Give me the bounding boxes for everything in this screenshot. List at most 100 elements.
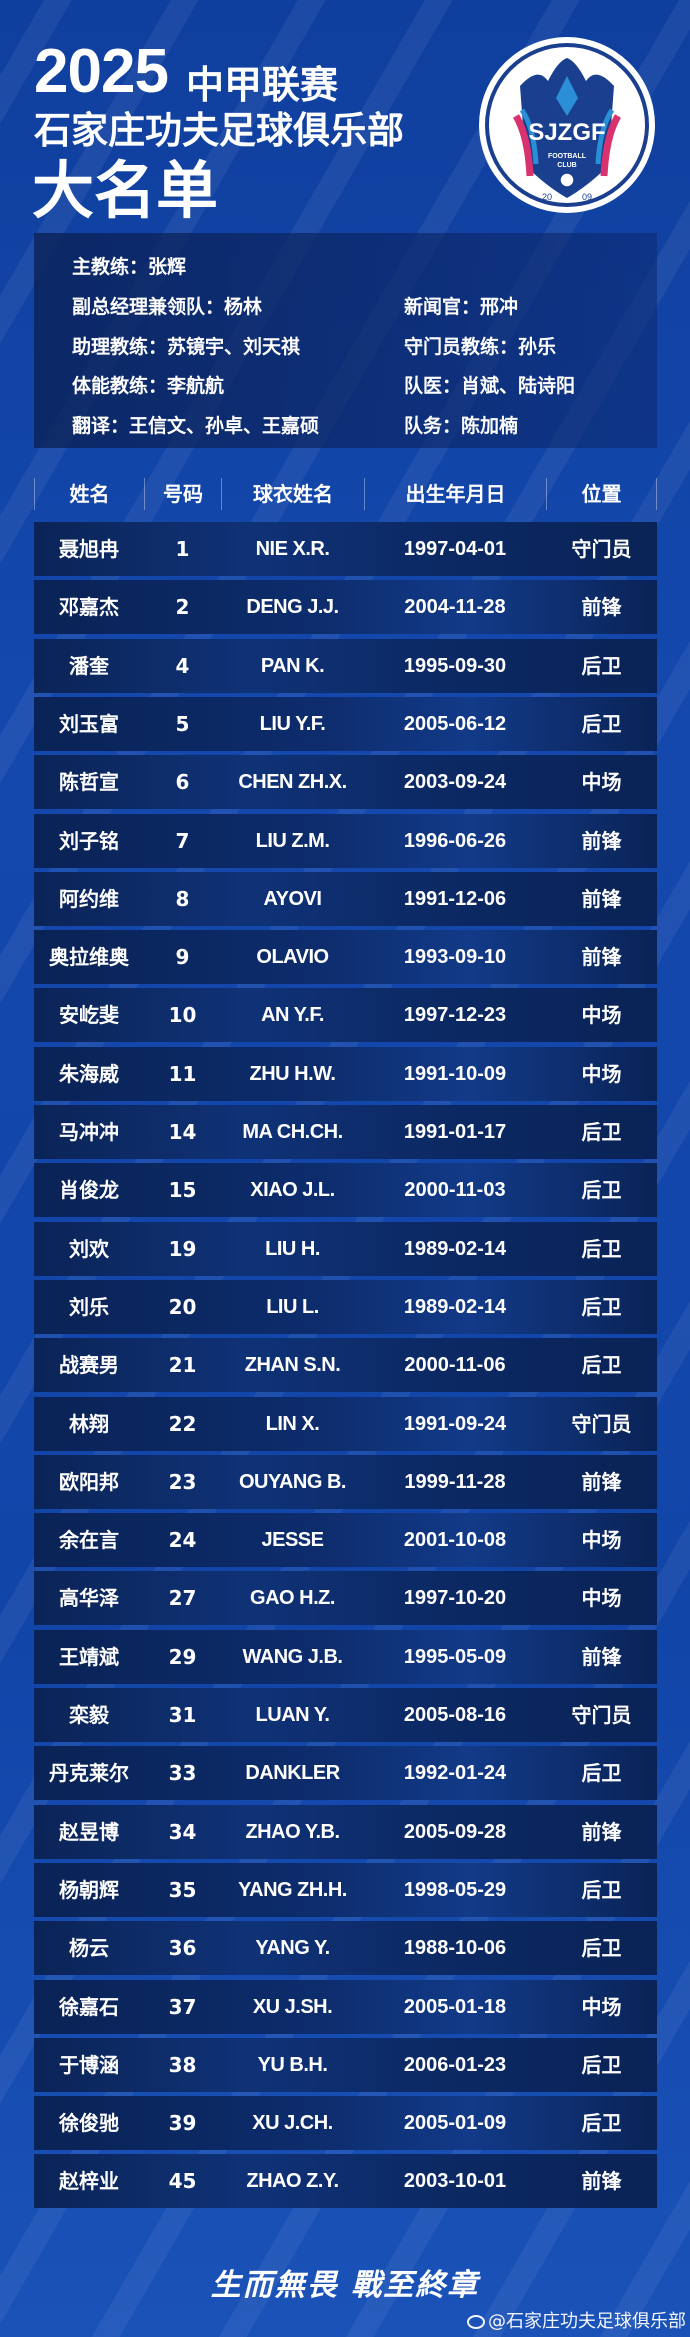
table-row: 欧阳邦 23 OUYANG B. 1999-11-28 前锋 <box>34 1454 657 1509</box>
svg-text:20: 20 <box>542 192 552 202</box>
position: 前锋 <box>581 1469 622 1494</box>
table-row: 聂旭冉 1 NIE X.R. 1997-04-01 守门员 <box>34 522 657 576</box>
jersey-name: XU J.CH. <box>252 2112 333 2135</box>
player-number: 22 <box>168 1411 197 1436</box>
position: 中场 <box>581 1994 622 2019</box>
position: 后卫 <box>581 1120 622 1144</box>
column-header-birthdate: 出生年月日 <box>364 478 546 510</box>
player-name: 聂旭冉 <box>59 537 119 561</box>
jersey-name: LIU H. <box>265 1237 320 1260</box>
svg-text:CLUB: CLUB <box>557 162 576 169</box>
table-row: 赵梓业 45 ZHAO Z.Y. 2003-10-01 前锋 <box>34 2154 657 2209</box>
player-number: 11 <box>168 1061 197 1086</box>
player-number: 31 <box>168 1703 197 1727</box>
birth-date: 1991-09-24 <box>403 1412 507 1435</box>
position: 前锋 <box>581 595 622 620</box>
player-number: 39 <box>168 2111 197 2136</box>
press-officer: 新闻官：邢冲 <box>404 296 519 318</box>
club-logo: SJZGF FOOTBALL CLUB 20 09 <box>479 37 655 213</box>
player-name: 于博涵 <box>59 2052 119 2077</box>
jersey-name: OLAVIO <box>256 946 329 969</box>
position: 后卫 <box>581 1236 622 1261</box>
birth-date: 1995-09-30 <box>403 654 507 677</box>
player-number: 8 <box>175 886 190 911</box>
jersey-name: DENG J.J. <box>246 596 339 619</box>
player-name: 肖俊龙 <box>59 1178 119 1203</box>
player-number: 5 <box>175 711 190 736</box>
birth-date: 2005-01-09 <box>403 2112 507 2135</box>
column-header-position: 位置 <box>546 478 657 510</box>
birth-date: 2005-09-28 <box>403 1820 507 1843</box>
birth-date: 1997-12-23 <box>403 1004 507 1027</box>
player-name: 奥拉维奥 <box>49 945 129 970</box>
player-name: 余在言 <box>59 1528 119 1553</box>
position: 后卫 <box>581 2052 622 2077</box>
player-name: 马冲冲 <box>59 1120 119 1144</box>
player-number: 23 <box>168 1469 197 1494</box>
player-name: 栾毅 <box>69 1703 109 1727</box>
birth-date: 1997-04-01 <box>403 538 507 560</box>
position: 后卫 <box>581 1877 622 1902</box>
birth-date: 1998-05-29 <box>403 1878 507 1901</box>
jersey-name: ZHAN S.N. <box>244 1354 341 1377</box>
position: 中场 <box>581 1586 622 1611</box>
player-name: 安屹斐 <box>59 1003 119 1028</box>
player-number: 10 <box>168 1003 197 1028</box>
goalkeeper-coach: 守门员教练：孙乐 <box>404 336 557 358</box>
jersey-name: LUAN Y. <box>255 1704 330 1726</box>
jersey-name: AN Y.F. <box>261 1004 324 1027</box>
player-number: 1 <box>175 537 190 561</box>
position: 后卫 <box>581 711 622 736</box>
table-row: 刘欢 19 LIU H. 1989-02-14 后卫 <box>34 1221 657 1276</box>
jersey-name: LIU L. <box>266 1295 319 1318</box>
position: 守门员 <box>571 1411 632 1436</box>
birth-date: 1995-05-09 <box>403 1645 507 1668</box>
table-row: 杨云 36 YANG Y. 1988-10-06 后卫 <box>34 1921 657 1976</box>
birth-date: 1989-02-14 <box>403 1237 507 1260</box>
year-heading: 2025 <box>34 37 169 106</box>
birth-date: 1996-06-26 <box>403 829 507 852</box>
table-row: 奥拉维奥 9 OLAVIO 1993-09-10 前锋 <box>34 930 657 985</box>
position: 守门员 <box>571 1703 632 1727</box>
birth-date: 2005-06-12 <box>403 712 507 735</box>
player-name: 邓嘉杰 <box>59 595 119 620</box>
table-row: 陈哲宣 6 CHEN ZH.X. 2003-09-24 中场 <box>34 755 657 810</box>
position: 中场 <box>581 770 622 795</box>
table-row: 潘奎 4 PAN K. 1995-09-30 后卫 <box>34 638 657 693</box>
player-number: 19 <box>168 1236 197 1261</box>
player-number: 20 <box>168 1294 197 1319</box>
jersey-name: YU B.H. <box>257 2053 328 2076</box>
weibo-icon <box>467 2315 485 2329</box>
jersey-name: WANG J.B. <box>242 1645 343 1668</box>
table-row: 赵昱博 34 ZHAO Y.B. 2005-09-28 前锋 <box>34 1804 657 1859</box>
watermark: @石家庄功夫足球俱乐部 <box>467 2307 686 2333</box>
player-number: 38 <box>168 2052 197 2077</box>
jersey-name: CHEN ZH.X. <box>238 771 347 794</box>
jersey-name: ZHAO Z.Y. <box>246 2170 339 2193</box>
birth-date: 2003-10-01 <box>403 2170 507 2193</box>
position: 前锋 <box>581 945 622 970</box>
birth-date: 1991-01-17 <box>403 1121 507 1143</box>
jersey-name: LIU Z.M. <box>255 829 330 852</box>
table-row: 栾毅 31 LUAN Y. 2005-08-16 守门员 <box>34 1688 657 1742</box>
jersey-name: JESSE <box>261 1529 324 1552</box>
fitness-coach: 体能教练：李航航 <box>72 375 225 397</box>
table-row: 余在言 24 JESSE 2001-10-08 中场 <box>34 1513 657 1568</box>
jersey-name: YANG ZH.H. <box>238 1878 347 1901</box>
position: 前锋 <box>581 886 622 911</box>
player-name: 徐俊驰 <box>59 2111 119 2136</box>
player-number: 14 <box>168 1120 197 1144</box>
player-number: 6 <box>175 770 190 795</box>
column-header-jersey-name: 球衣姓名 <box>221 478 364 510</box>
staff-panel: 主教练：张辉 副总经理兼领队：杨林 新闻官：邢冲 助理教练：苏镜宇、刘天祺 守门… <box>34 233 657 448</box>
table-row: 阿约维 8 AYOVI 1991-12-06 前锋 <box>34 871 657 926</box>
player-number: 33 <box>168 1761 197 1786</box>
table-header: 姓名 号码 球衣姓名 出生年月日 位置 <box>34 478 657 510</box>
jersey-name: PAN K. <box>260 654 325 677</box>
slogan: 生而無畏 戰至終章 <box>210 2268 480 2303</box>
watermark-text: @石家庄功夫足球俱乐部 <box>488 2311 686 2332</box>
birth-date: 1993-09-10 <box>403 946 507 969</box>
table-row: 战赛男 21 ZHAN S.N. 2000-11-06 后卫 <box>34 1338 657 1393</box>
jersey-name: GAO H.Z. <box>250 1587 335 1610</box>
player-number: 15 <box>168 1178 197 1203</box>
